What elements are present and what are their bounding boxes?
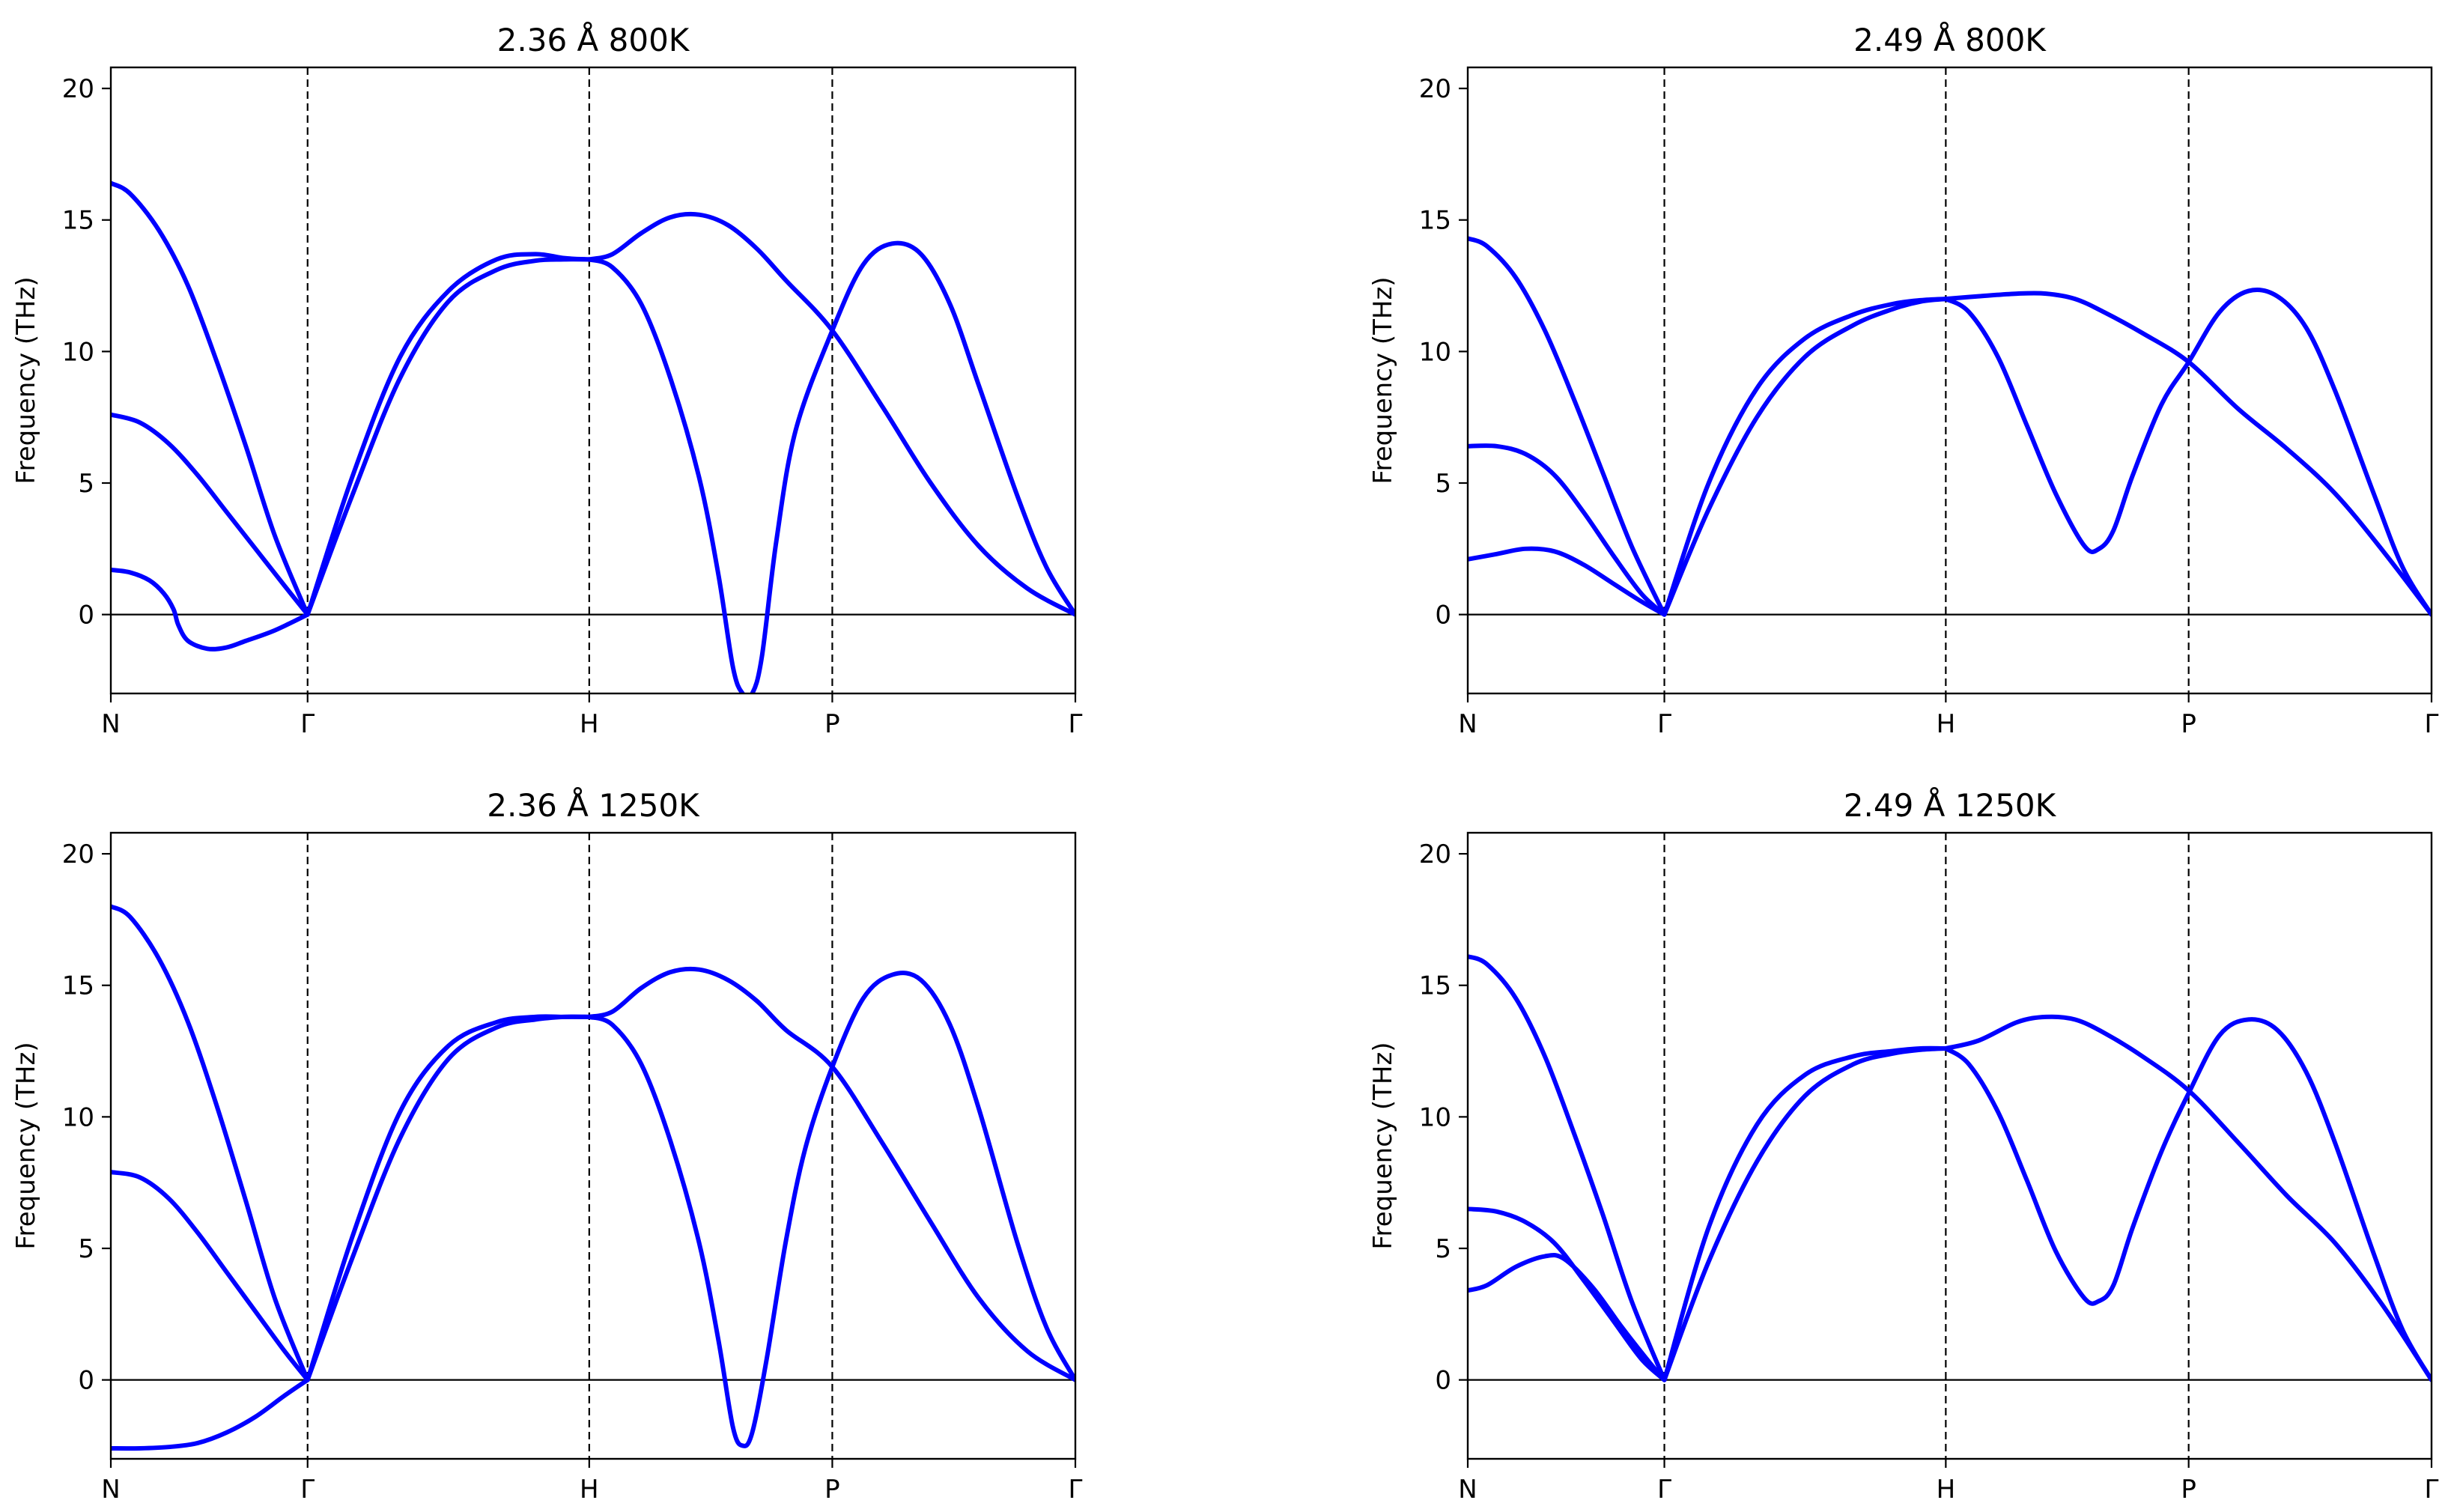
x-tick-label: Γ [2425, 1475, 2439, 1505]
x-tick-label: H [580, 1475, 599, 1505]
x-tick-label: Γ [2425, 709, 2439, 739]
phonon-branch-6 [586, 211, 1075, 617]
x-tick-label: H [580, 709, 599, 739]
x-tick-label: N [101, 709, 120, 739]
x-tick-label: Γ [1657, 709, 1671, 739]
plot-area [1468, 833, 2432, 1459]
x-tick-label: Γ [1069, 1475, 1083, 1505]
y-tick-label: 15 [1419, 971, 1451, 1001]
y-tick-label: 5 [78, 469, 94, 499]
phonon-branch-6 [1943, 1014, 2432, 1382]
x-tick-label: P [2181, 709, 2196, 739]
phonon-branch-6 [1943, 291, 2432, 617]
y-tick-label: 20 [1419, 840, 1451, 869]
y-tick-label: 5 [1435, 1234, 1451, 1264]
y-tick-label: 5 [1435, 469, 1451, 499]
x-tick-label: H [1937, 1475, 1956, 1505]
axes-frame [109, 831, 1077, 1460]
y-tick-label: 15 [1419, 206, 1451, 236]
phonon-branch-2 [1468, 443, 1667, 617]
y-tick-label: 20 [62, 74, 94, 104]
phonon-branch-4 [305, 1014, 592, 1382]
chart-title: 2.49 Å 1250K [1844, 786, 2057, 824]
panel-2.49A-800K: 2.49 Å 800K Frequency (THz) 0 5 10 15 20 N Γ H P… [1368, 21, 2439, 739]
x-tick-label: Γ [300, 1475, 315, 1505]
x-tick-label: P [824, 1475, 840, 1505]
phonon-branch-7 [1943, 1017, 2432, 1382]
phonon-branch-5 [1662, 297, 1949, 617]
phonon-branch-3 [111, 1377, 310, 1451]
axes-frame [109, 66, 1077, 695]
y-tick-label: 20 [62, 840, 94, 869]
plot-area [111, 833, 1075, 1459]
chart-title: 2.36 Å 1250K [487, 786, 700, 824]
y-tick-label: 20 [1419, 74, 1451, 104]
plot-area [111, 67, 1075, 693]
phonon-branch-5 [1662, 1046, 1949, 1382]
phonon-branch-6 [586, 966, 1075, 1382]
x-tick-label: Γ [1069, 709, 1083, 739]
panel-2.49A-1250K: 2.49 Å 1250K Frequency (THz) 0 5 10 15 20 N Γ H… [1368, 786, 2439, 1505]
phonon-branch-4 [1662, 297, 1949, 617]
panel-2.36A-1250K: 2.36 Å 1250K Frequency (THz) 0 5 10 15 20 N Γ H… [11, 786, 1083, 1505]
phonon-branch-3 [111, 567, 310, 652]
phonon-branch-2 [111, 412, 310, 617]
chart-title: 2.36 Å 800K [497, 21, 690, 58]
y-tick-label: 15 [62, 206, 94, 236]
x-tick-label: P [2181, 1475, 2196, 1505]
phonon-branch-2 [111, 1170, 310, 1382]
phonon-branch-3 [1468, 1252, 1667, 1382]
phonon-branch-1 [1468, 236, 1667, 617]
phonon-branch-5 [305, 257, 592, 617]
phonon-branch-7 [1943, 288, 2432, 617]
y-tick-label: 10 [62, 337, 94, 367]
y-tick-label: 10 [1419, 1102, 1451, 1132]
phonon-branch-7 [586, 971, 1075, 1448]
y-axis-label: Frequency (THz) [11, 276, 41, 484]
y-tick-label: 10 [1419, 337, 1451, 367]
phonon-branch-1 [111, 180, 310, 617]
phonon-branch-7 [586, 240, 1075, 693]
phonon-branch-1 [1468, 954, 1667, 1382]
phonon-branch-4 [305, 252, 592, 617]
x-tick-label: Γ [1657, 1475, 1671, 1505]
y-tick-label: 0 [1435, 601, 1451, 631]
phonon-branch-3 [1468, 546, 1667, 617]
panel-2.36A-800K: 2.36 Å 800K Frequency (THz) 0 5 10 15 20 N Γ H P… [11, 21, 1083, 739]
y-tick-label: 0 [78, 601, 94, 631]
x-tick-label: N [1458, 1475, 1477, 1505]
x-tick-label: H [1937, 709, 1956, 739]
y-tick-label: 0 [78, 1366, 94, 1396]
phonon-branch-5 [305, 1014, 592, 1382]
axes-frame [1466, 66, 2433, 695]
phonon-branch-1 [111, 904, 310, 1382]
y-axis-label: Frequency (THz) [11, 1042, 41, 1249]
x-tick-label: P [824, 709, 840, 739]
y-tick-label: 0 [1435, 1366, 1451, 1396]
axes-frame [1466, 831, 2433, 1460]
x-tick-label: N [101, 1475, 120, 1505]
x-tick-label: Γ [300, 709, 315, 739]
plot-area [1468, 67, 2432, 693]
x-tick-label: N [1458, 709, 1477, 739]
y-axis-label: Frequency (THz) [1368, 276, 1398, 484]
y-tick-label: 5 [78, 1234, 94, 1264]
phonon-branch-2 [1468, 1206, 1667, 1382]
y-tick-label: 10 [62, 1102, 94, 1132]
y-tick-label: 15 [62, 971, 94, 1001]
chart-title: 2.49 Å 800K [1853, 21, 2047, 58]
y-axis-label: Frequency (THz) [1368, 1042, 1398, 1249]
